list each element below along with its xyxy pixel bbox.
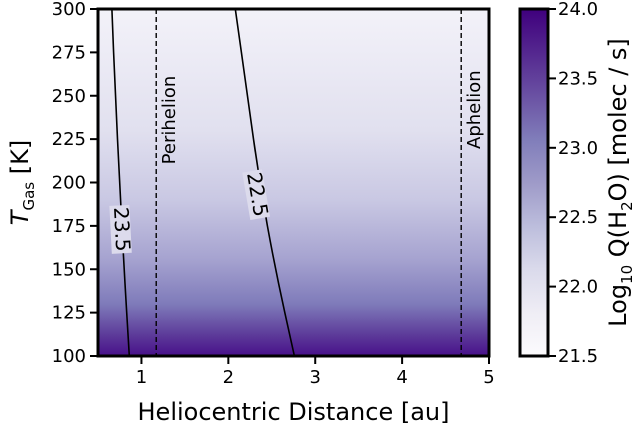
colorbar-title-sub2: 2 (618, 201, 632, 211)
x-tick-label: 1 (136, 367, 147, 388)
y-tick-label: 150 (52, 259, 86, 280)
y-tick-label: 100 (52, 346, 86, 367)
x-tick-label: 2 (223, 367, 234, 388)
colorbar-title-post: O) [molec / s] (604, 38, 632, 201)
contour-line (111, 8, 131, 357)
colorbar-ticks: 21.5 22.0 22.5 23.0 23.5 24.0 (548, 0, 598, 367)
colorbar-scale (520, 9, 548, 356)
x-tick-label: 5 (483, 367, 494, 388)
colorbar-tick-label: 23.0 (558, 138, 598, 159)
y-axis-title-unit: [K] (6, 140, 34, 182)
x-axis-title: Heliocentric Distance [au] (138, 398, 450, 426)
y-tick-label: 225 (52, 129, 86, 150)
contour-label-bg (242, 169, 271, 220)
y-tick-label: 200 (52, 173, 86, 194)
y-tick-label: 125 (52, 303, 86, 324)
colorbar-tick-label: 22.5 (558, 207, 598, 228)
colorbar-frame (518, 7, 550, 358)
y-axis: 100 125 150 175 200 225 250 275 300 (52, 0, 98, 367)
contour-line (234, 8, 296, 357)
y-tick-label: 175 (52, 216, 86, 237)
colorbar: 21.5 22.0 22.5 23.0 23.5 24.0 Log10 Q(H2O) [m… (518, 0, 632, 367)
colorbar-tick-label: 24.0 (558, 0, 598, 20)
colorbar-tick-label: 21.5 (558, 346, 598, 367)
plot-area: 23.522.5 Perihelion Aphelion (96, 7, 491, 358)
x-axis: 1 2 3 4 5 (136, 356, 495, 388)
y-axis-title-subscript: Gas (20, 182, 38, 211)
colorbar-tick-label: 23.5 (558, 68, 598, 89)
y-tick-label: 250 (52, 86, 86, 107)
contour-label: 23.5 (109, 206, 135, 252)
colorbar-title-sub10: 10 (618, 265, 632, 284)
x-tick-label: 4 (396, 367, 407, 388)
vline-label: Perihelion (159, 76, 180, 165)
reference-lines: Perihelion Aphelion (155, 9, 485, 356)
y-axis-title: TGas [K] (6, 140, 38, 225)
contour-lines: 23.522.5 (109, 8, 296, 357)
y-tick-label: 300 (52, 0, 86, 20)
contour-label-bg (109, 204, 132, 254)
colorbar-title-mid: Q(H (604, 211, 632, 265)
y-tick-label: 275 (52, 42, 86, 63)
colorbar-tick-label: 22.0 (558, 277, 598, 298)
colorbar-title: Log10 Q(H2O) [molec / s] (604, 38, 632, 327)
x-tick-label: 3 (309, 367, 320, 388)
y-axis-title-main: T (6, 208, 34, 225)
colorbar-title-log: Log (604, 284, 632, 327)
heatmap-field (98, 9, 489, 356)
vline-label: Aphelion (464, 70, 485, 149)
